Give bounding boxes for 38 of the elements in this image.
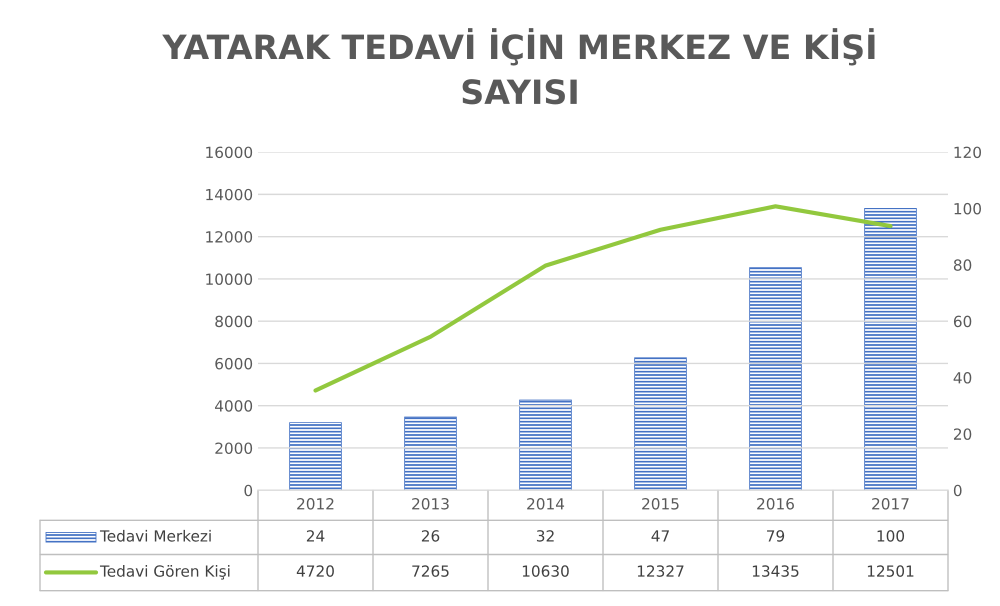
y2-tick-label: 0 <box>954 484 962 496</box>
y-tick-label: 8000 <box>215 316 252 328</box>
data-label: 10630 <box>522 565 569 577</box>
data-label: 47 <box>652 530 669 542</box>
data-label: 100 <box>878 530 904 542</box>
y-tick-label: 12000 <box>206 231 252 243</box>
x-tick-label: 2013 <box>412 498 449 510</box>
data-label: 79 <box>767 530 784 542</box>
y2-tick-label: 60 <box>954 316 972 328</box>
y2-tick-label: 80 <box>954 259 972 271</box>
legend-label: Tedavi Merkezi <box>100 530 211 542</box>
data-label: 24 <box>306 530 324 542</box>
x-tick-label: 2015 <box>642 498 679 510</box>
y2-tick-label: 40 <box>954 372 972 384</box>
x-tick-label: 2017 <box>872 498 909 510</box>
data-label: 7265 <box>412 565 449 577</box>
data-label: 4720 <box>296 565 334 577</box>
line-series <box>313 204 893 393</box>
y2-tick-label: 20 <box>954 428 972 440</box>
legend-label: Tedavi Gören Kişi <box>100 565 230 580</box>
x-tick-label: 2016 <box>757 498 794 510</box>
y-tick-label: 0 <box>244 484 252 496</box>
y-tick-label: 10000 <box>206 273 252 285</box>
y2-tick-label: 100 <box>954 202 982 214</box>
data-label: 32 <box>536 530 554 542</box>
y-tick-label: 2000 <box>215 442 252 454</box>
data-label: 26 <box>422 530 440 542</box>
data-label: 13435 <box>752 565 798 577</box>
y2-tick-label: 120 <box>954 146 982 158</box>
y-tick-label: 16000 <box>206 146 252 158</box>
data-label: 12501 <box>868 565 914 577</box>
x-tick-label: 2012 <box>297 498 334 510</box>
x-tick-label: 2014 <box>527 498 564 510</box>
chart-title: YATARAK TEDAVİ İÇİN MERKEZ VE KİŞİ SAYISI <box>162 28 874 104</box>
y-tick-label: 4000 <box>215 400 252 412</box>
data-label: 12327 <box>638 565 684 577</box>
y-tick-label: 14000 <box>206 188 252 200</box>
y-tick-label: 6000 <box>215 358 252 370</box>
